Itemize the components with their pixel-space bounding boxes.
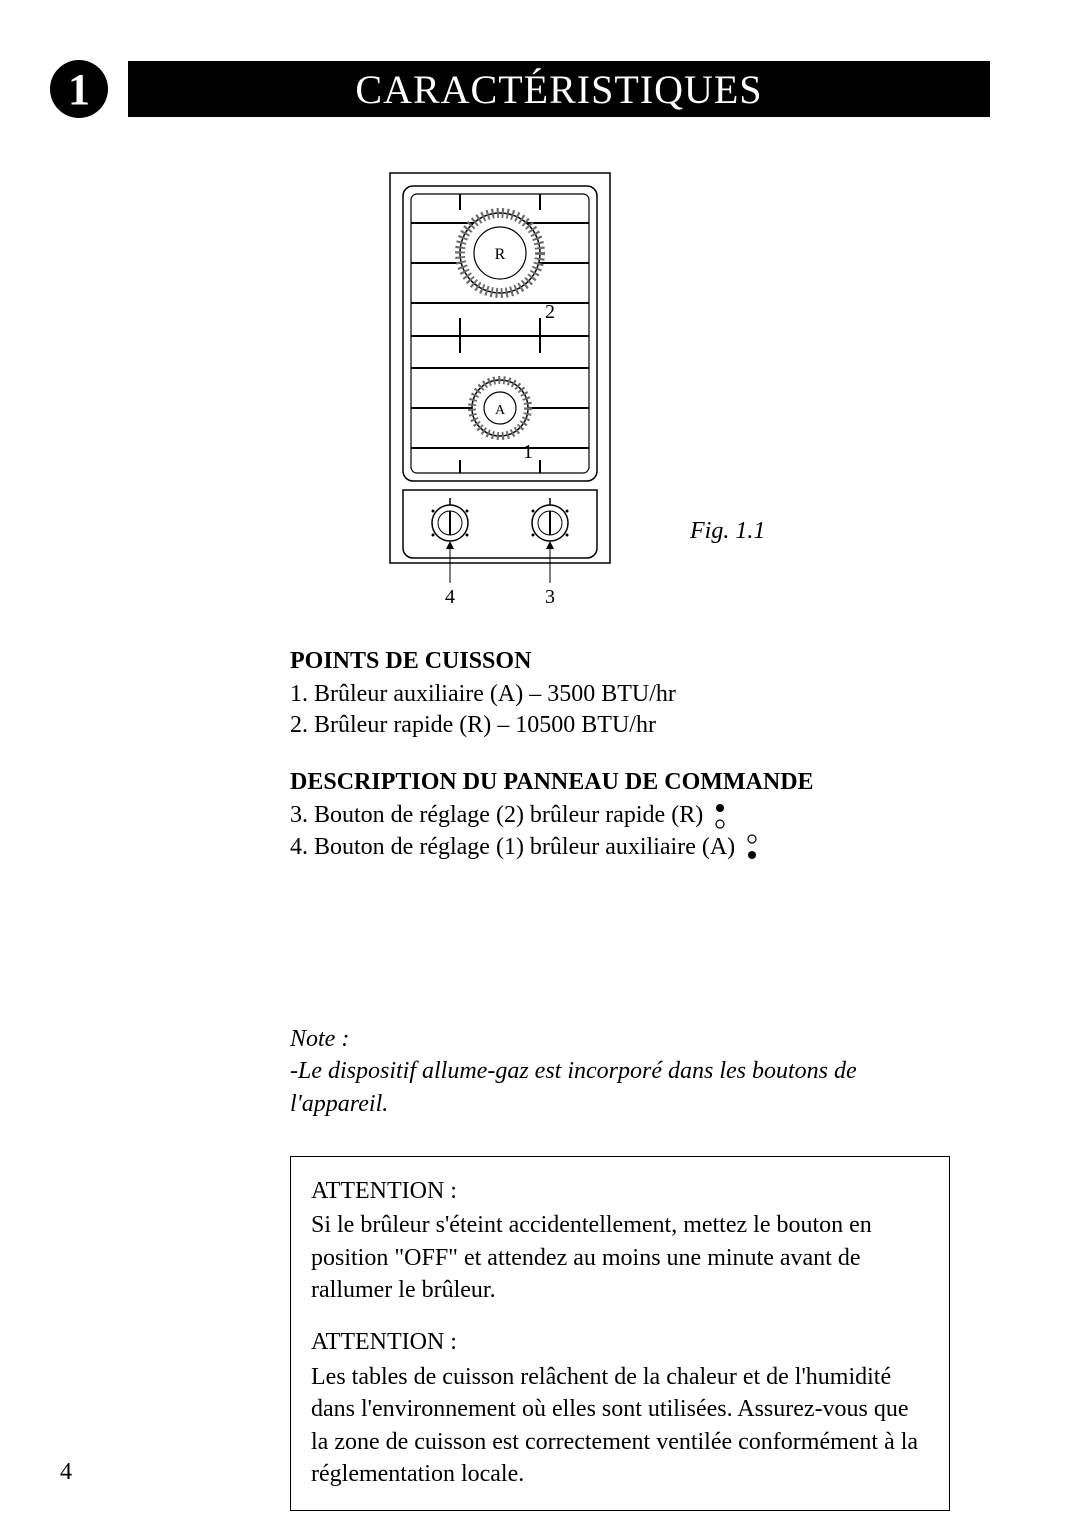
callout-4: 4: [445, 586, 455, 608]
panel-item-3-row: 3. Bouton de réglage (2) brûleur rapide …: [290, 800, 950, 831]
note-title: Note :: [290, 1023, 950, 1055]
burner-label-R: R: [495, 246, 506, 263]
callout-2: 2: [545, 301, 555, 323]
attention-box: ATTENTION : Si le brûleur s'éteint accid…: [290, 1156, 950, 1512]
points-item-1: 1. Brûleur auxiliaire (A) – 3500 BTU/hr: [290, 679, 950, 710]
figure-area: R A 2 1 4 3 Fig. 1.1: [90, 168, 990, 608]
attention-title-2: ATTENTION :: [311, 1326, 929, 1358]
callout-1: 1: [523, 441, 533, 463]
section-number: 1: [68, 64, 90, 115]
burner-indicator-icon-A: [745, 833, 759, 861]
content-block: POINTS DE CUISSON 1. Brûleur auxiliaire …: [290, 648, 950, 1511]
points-heading: POINTS DE CUISSON: [290, 648, 950, 675]
attention-title-1: ATTENTION :: [311, 1175, 929, 1207]
section-number-circle: 1: [50, 60, 108, 118]
section-title-bar: CARACTÉRISTIQUES: [128, 61, 990, 117]
section-header: 1 CARACTÉRISTIQUES: [50, 60, 990, 118]
cooktop-diagram: R A 2 1 4 3: [365, 168, 715, 608]
attention-para-1: Si le brûleur s'éteint accidentellement,…: [311, 1209, 929, 1306]
attention-para-2: Les tables de cuisson relâchent de la ch…: [311, 1361, 929, 1491]
section-title: CARACTÉRISTIQUES: [355, 66, 762, 113]
burner-indicator-icon-R: [713, 802, 727, 830]
panel-item-3: 3. Bouton de réglage (2) brûleur rapide …: [290, 800, 703, 831]
note-line: -Le dispositif allume-gaz est incorporé …: [290, 1055, 950, 1120]
points-item-2: 2. Brûleur rapide (R) – 10500 BTU/hr: [290, 710, 950, 741]
panel-heading: DESCRIPTION DU PANNEAU DE COMMANDE: [290, 769, 950, 796]
burner-label-A: A: [495, 403, 506, 418]
panel-item-4: 4. Bouton de réglage (1) brûleur auxilia…: [290, 832, 735, 863]
figure-caption: Fig. 1.1: [690, 518, 765, 545]
note-block: Note : -Le dispositif allume-gaz est inc…: [290, 1023, 950, 1120]
panel-item-4-row: 4. Bouton de réglage (1) brûleur auxilia…: [290, 832, 950, 863]
callout-3: 3: [545, 586, 555, 608]
page-number: 4: [60, 1459, 72, 1486]
